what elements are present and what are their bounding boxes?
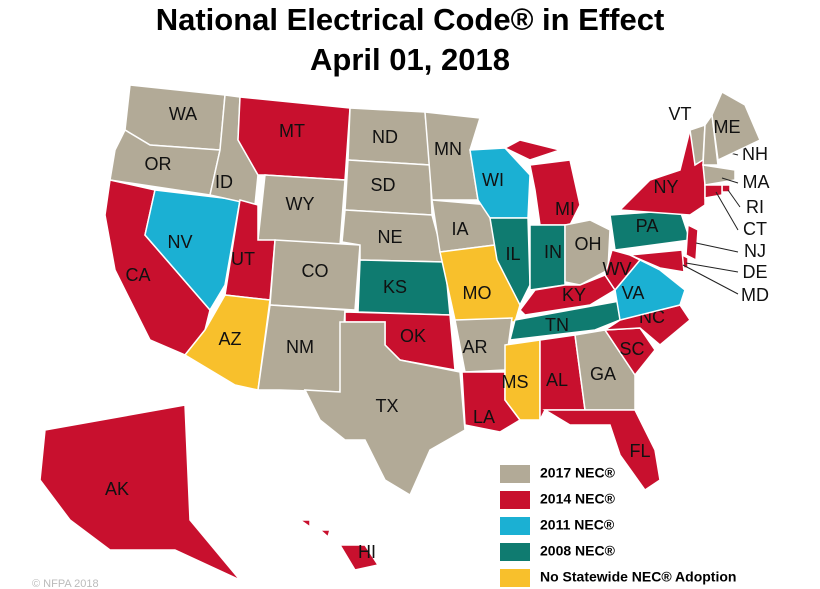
state-shape <box>704 184 723 199</box>
state-label: KY <box>562 285 586 305</box>
state-label: OK <box>400 326 426 346</box>
legend-label: 2011 NEC® <box>540 517 615 533</box>
state-label: CA <box>125 265 150 285</box>
state-label: NY <box>653 177 678 197</box>
state-label: IN <box>544 242 562 262</box>
state-label: MD <box>741 285 769 305</box>
state-label: MS <box>502 372 529 392</box>
state-label: HI <box>358 542 376 562</box>
state-label: CT <box>743 219 767 239</box>
state-shape <box>303 321 466 497</box>
legend-label: No Statewide NEC® Adoption <box>540 569 736 585</box>
state-label: OH <box>575 234 602 254</box>
legend-swatch <box>500 465 530 483</box>
legend-swatch <box>500 569 530 587</box>
state-shape <box>685 223 699 262</box>
state-label: ND <box>372 127 398 147</box>
state-label: VA <box>622 283 645 303</box>
state-label: SC <box>619 339 644 359</box>
state-label: WA <box>169 104 197 124</box>
state-label: NE <box>377 227 402 247</box>
legend-swatch <box>500 543 530 561</box>
state-shape <box>338 544 380 571</box>
state-label: AZ <box>218 329 241 349</box>
state-label: WV <box>603 259 632 279</box>
state-label: CO <box>302 261 329 281</box>
state-shape <box>489 217 531 307</box>
state-shape <box>504 339 541 421</box>
state-shape <box>702 112 719 166</box>
state-label: FL <box>629 441 650 461</box>
state-shape <box>574 329 636 411</box>
state-label: LA <box>473 407 495 427</box>
state-label: ID <box>215 172 233 192</box>
legend-label: 2017 NEC® <box>540 465 616 481</box>
state-label: MT <box>279 121 305 141</box>
leader-line <box>685 262 739 273</box>
state-label: AL <box>546 370 568 390</box>
legend-label: 2014 NEC® <box>540 491 616 507</box>
state-shape <box>702 164 736 186</box>
state-label: UT <box>231 249 255 269</box>
state-label: IL <box>505 244 520 264</box>
state-shape <box>503 139 563 161</box>
copyright: © NFPA 2018 <box>32 578 99 589</box>
state-label: MA <box>743 172 770 192</box>
state-label: VT <box>668 104 691 124</box>
state-label: NJ <box>744 241 766 261</box>
state-label: WI <box>482 170 504 190</box>
legend-swatch <box>500 491 530 509</box>
state-label: SD <box>370 175 395 195</box>
state-label: NH <box>742 144 768 164</box>
state-shape <box>711 90 761 162</box>
state-shape <box>39 404 241 581</box>
title: National Electrical Code® in Effect <box>156 2 665 37</box>
state-label: TN <box>545 315 569 335</box>
state-label: MN <box>434 139 462 159</box>
state-shape <box>542 409 661 492</box>
leader-line <box>715 191 739 231</box>
state-label: DE <box>742 262 767 282</box>
state-label: AK <box>105 479 129 499</box>
leader-line <box>682 264 739 295</box>
state-label: GA <box>590 364 616 384</box>
state-label: IA <box>451 219 468 239</box>
state-shape <box>629 249 685 273</box>
state-label: TX <box>375 396 398 416</box>
state-shape <box>269 239 361 311</box>
state-label: WY <box>286 194 315 214</box>
legend-swatch <box>500 517 530 535</box>
subtitle: April 01, 2018 <box>310 42 510 77</box>
state-label: RI <box>746 197 764 217</box>
state-shape <box>318 529 331 539</box>
state-label: ME <box>714 117 741 137</box>
state-label: AR <box>462 337 487 357</box>
state-label: NV <box>167 232 192 252</box>
legend-label: 2008 NEC® <box>540 543 616 559</box>
state-label: PA <box>636 216 659 236</box>
state-label: OR <box>145 154 172 174</box>
state-label: NM <box>286 337 314 357</box>
state-shape <box>509 299 627 341</box>
state-shape <box>297 519 311 529</box>
state-label: KS <box>383 277 407 297</box>
state-label: MO <box>463 283 492 303</box>
leader-line <box>721 177 739 184</box>
leader-line <box>695 242 739 253</box>
state-label: MI <box>555 199 575 219</box>
leader-line <box>727 189 741 208</box>
